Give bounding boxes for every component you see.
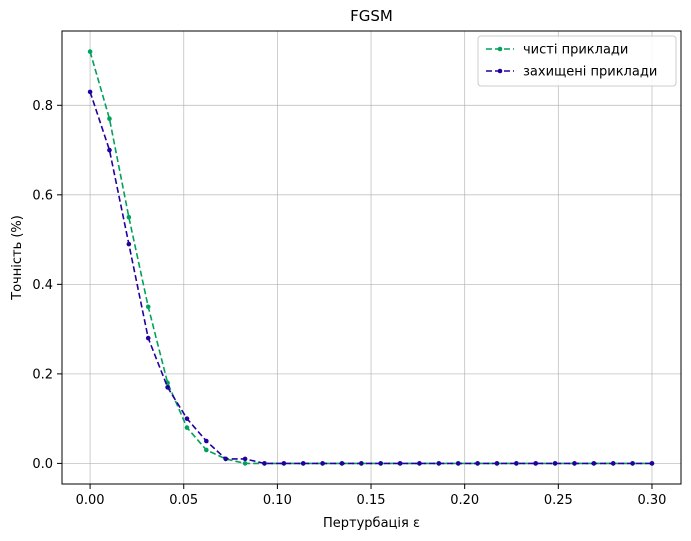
data-point	[436, 461, 442, 466]
data-point	[572, 461, 577, 466]
data-point	[281, 461, 287, 466]
x-tick-label: 0.20	[450, 493, 479, 508]
legend-swatch-marker	[497, 46, 503, 52]
data-point	[649, 461, 655, 466]
data-point	[591, 461, 597, 466]
y-tick-label: 0.4	[32, 278, 53, 293]
data-point	[126, 241, 132, 247]
data-point	[397, 461, 403, 466]
series-line-2	[89, 91, 652, 465]
data-point	[552, 461, 558, 466]
data-point	[242, 456, 248, 462]
data-point	[455, 461, 461, 466]
data-point	[204, 438, 209, 444]
data-point	[107, 147, 112, 153]
data-point	[630, 461, 635, 466]
legend-box	[477, 35, 677, 87]
legend: чисті приклади захищені приклади	[477, 35, 677, 87]
data-point	[184, 416, 190, 421]
x-tick-label: 0.05	[169, 493, 198, 508]
legend-label: захищені приклади	[523, 65, 657, 80]
y-tick-label: 0.8	[32, 99, 53, 114]
data-point	[204, 447, 209, 453]
data-point	[417, 461, 422, 466]
chart-title: FGSM	[350, 7, 393, 25]
data-point	[514, 461, 519, 466]
data-point	[184, 425, 190, 430]
x-axis-title: Пертурбація ε	[323, 516, 420, 531]
data-point	[300, 461, 306, 466]
legend-swatch-marker	[497, 68, 503, 74]
grid	[62, 31, 681, 484]
x-tick-label: 0.30	[637, 493, 666, 508]
data-point	[107, 116, 112, 122]
series-layer	[87, 49, 655, 466]
y-tick-label: 0.0	[32, 457, 53, 472]
data-point	[320, 461, 325, 466]
data-point	[262, 461, 267, 466]
ticks: 0.00 0.05 0.10 0.15 0.20 0.25 0.30 0.0 0.2 0.4 0.6…	[32, 99, 666, 508]
data-point	[87, 49, 93, 54]
x-tick-label: 0.15	[357, 493, 386, 508]
data-point	[145, 335, 151, 341]
data-point	[126, 214, 132, 220]
data-point	[339, 461, 345, 466]
data-point	[475, 461, 480, 466]
x-tick-label: 0.25	[544, 493, 573, 508]
y-tick-label: 0.6	[32, 188, 53, 203]
data-point	[359, 461, 364, 466]
x-tick-label: 0.10	[263, 493, 292, 508]
data-point	[242, 461, 248, 466]
data-point	[87, 89, 93, 95]
data-point	[165, 385, 170, 390]
data-point	[494, 461, 500, 466]
x-tick-label: 0.00	[76, 493, 105, 508]
data-point	[610, 461, 616, 466]
y-tick-label: 0.2	[32, 367, 53, 382]
data-point	[145, 304, 151, 310]
data-point	[533, 461, 539, 466]
data-point	[378, 461, 384, 466]
legend-label: чисті приклади	[523, 43, 628, 58]
y-axis-title: Точність (%)	[10, 215, 25, 301]
data-point	[223, 456, 229, 462]
